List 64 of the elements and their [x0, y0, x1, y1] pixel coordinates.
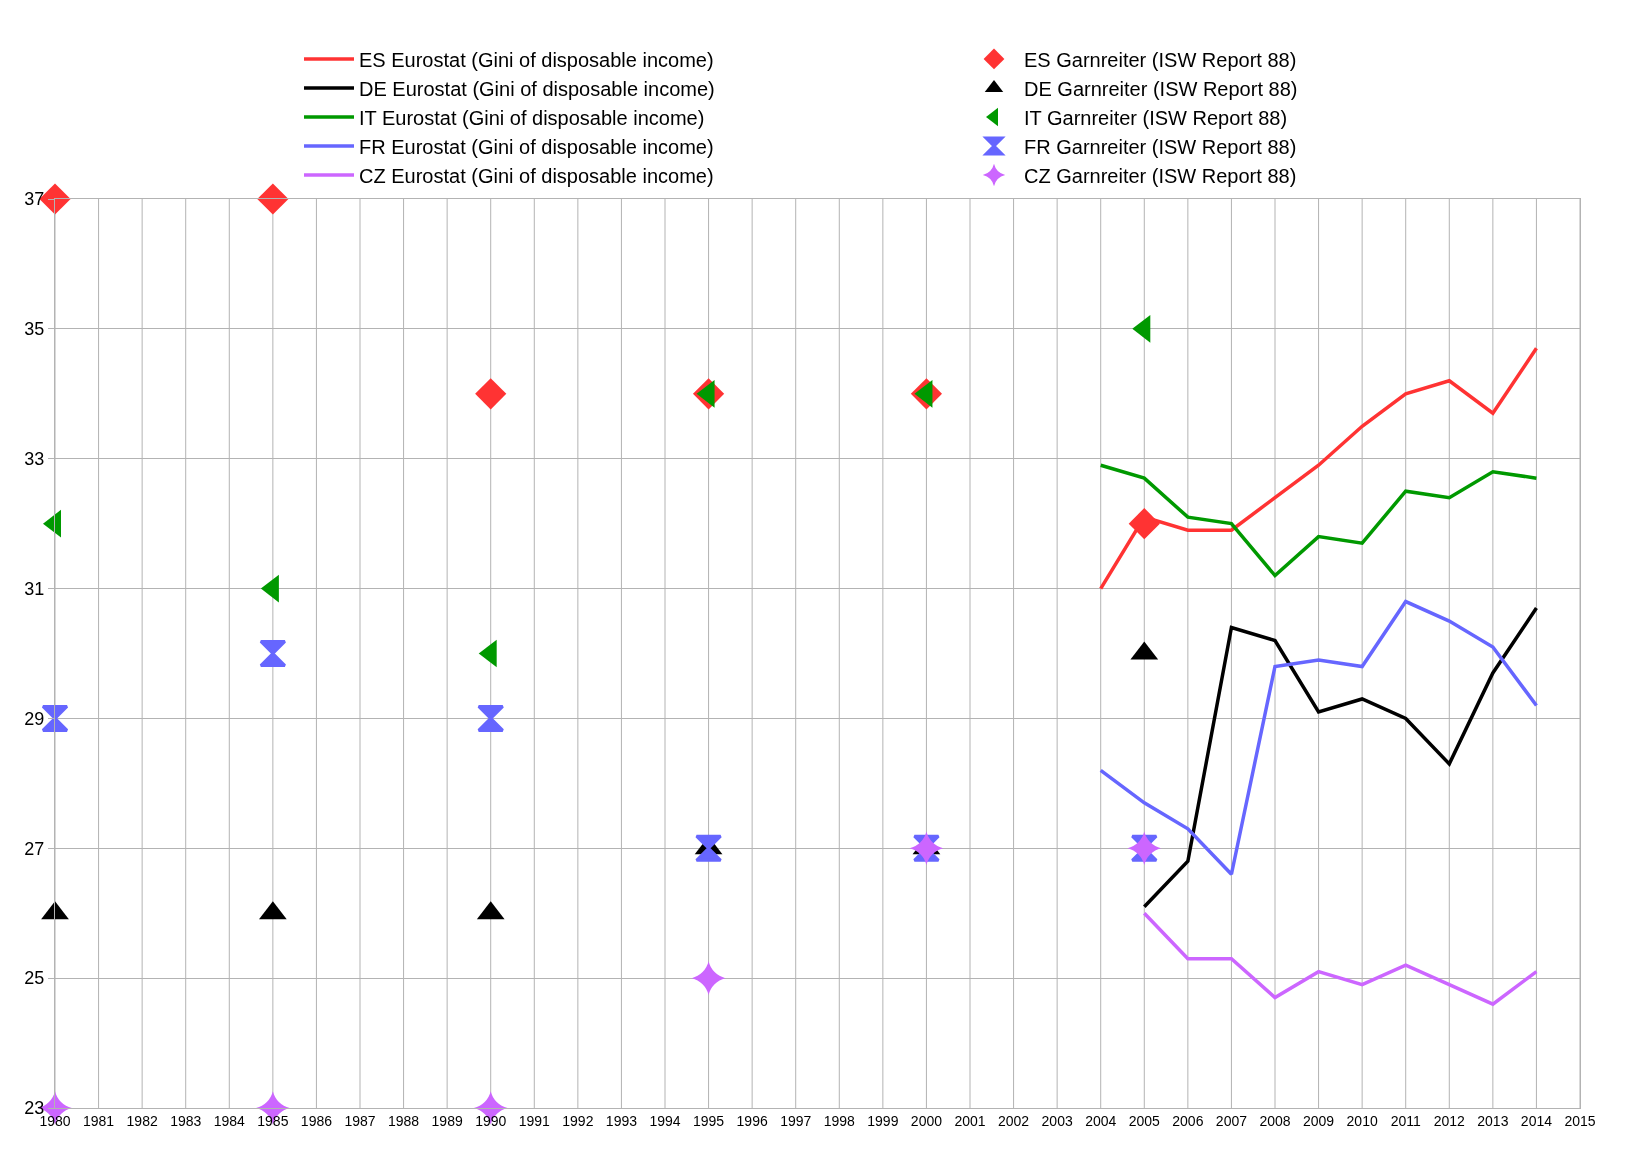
line-series [1098, 599, 1539, 877]
x-tick-label: 2001 [954, 1112, 986, 1129]
x-tick-label: 1984 [213, 1112, 246, 1129]
line-series [1142, 606, 1539, 909]
line-series [1098, 463, 1539, 578]
x-tick-label: 2007 [1215, 1112, 1248, 1129]
x-tick-label: 2006 [1172, 1112, 1204, 1129]
legend-label: ES Garnreiter (ISW Report 88) [1024, 48, 1297, 71]
point [695, 834, 723, 862]
legend-label: IT Garnreiter (ISW Report 88) [1024, 106, 1288, 129]
y-tick-label: 33 [24, 449, 45, 470]
x-tick-label: 2008 [1259, 1112, 1291, 1129]
x-tick-label: 1997 [780, 1112, 812, 1129]
point [691, 961, 726, 995]
point [475, 378, 507, 410]
x-tick-label: 2002 [997, 1112, 1030, 1129]
y-tick-label: 35 [24, 319, 45, 340]
x-tick-label: 2011 [1390, 1112, 1421, 1129]
y-tick-label: 29 [24, 708, 45, 729]
x-tick-label: 1990 [475, 1112, 507, 1129]
legend-label: CZ Garnreiter (ISW Report 88) [1024, 164, 1297, 187]
y-tick-label: 27 [24, 838, 45, 859]
point [1128, 508, 1160, 540]
x-tick-label: 2010 [1346, 1112, 1378, 1129]
x-tick-label: 2013 [1477, 1112, 1509, 1129]
x-tick-label: 1988 [387, 1112, 420, 1129]
x-tick-label: 2004 [1085, 1112, 1117, 1129]
x-tick-label: 1986 [300, 1112, 333, 1129]
x-tick-label: 2003 [1041, 1112, 1073, 1129]
x-tick-label: 1999 [867, 1112, 899, 1129]
x-tick-label: 1982 [126, 1112, 158, 1129]
y-tick-label: 37 [24, 189, 45, 210]
x-tick-label: 1994 [649, 1112, 681, 1129]
x-tick-label: 1992 [562, 1112, 594, 1129]
line-series [1098, 346, 1539, 591]
x-tick-label: 1985 [257, 1112, 289, 1129]
legend-label: CZ Eurostat (Gini of disposable income) [359, 164, 714, 187]
x-tick-label: 2009 [1302, 1112, 1335, 1129]
x-tick-label: 2012 [1433, 1112, 1466, 1129]
x-tick-label: 1989 [431, 1112, 463, 1129]
legend-label: FR Eurostat (Gini of disposable income) [359, 135, 714, 158]
point [257, 183, 289, 215]
legend-label: FR Garnreiter (ISW Report 88) [1024, 135, 1297, 158]
x-tick-label: 2014 [1520, 1112, 1553, 1129]
x-tick-label: 2000 [910, 1112, 943, 1129]
x-tick-label: 1996 [736, 1112, 768, 1129]
x-tick-label: 1981 [82, 1112, 115, 1129]
x-tick-label: 1993 [605, 1112, 638, 1129]
line-series [1142, 911, 1539, 1006]
x-tick-label: 1998 [823, 1112, 856, 1129]
x-tick-label: 2015 [1564, 1112, 1596, 1129]
point [259, 640, 287, 667]
y-tick-label: 25 [24, 968, 45, 989]
x-tick-label: 1983 [170, 1112, 202, 1129]
x-tick-label: 1995 [692, 1112, 725, 1129]
legend-label: DE Eurostat (Gini of disposable income) [359, 77, 715, 100]
legend-label: IT Eurostat (Gini of disposable income) [359, 106, 705, 129]
y-tick-label: 31 [24, 578, 45, 599]
legend-label: ES Eurostat (Gini of disposable income) [359, 48, 714, 71]
legend-label: DE Garnreiter (ISW Report 88) [1024, 77, 1298, 100]
x-tick-label: 1987 [344, 1112, 376, 1129]
x-tick-label: 1991 [518, 1112, 551, 1129]
x-tick-label: 2005 [1128, 1112, 1161, 1129]
point [477, 704, 505, 732]
